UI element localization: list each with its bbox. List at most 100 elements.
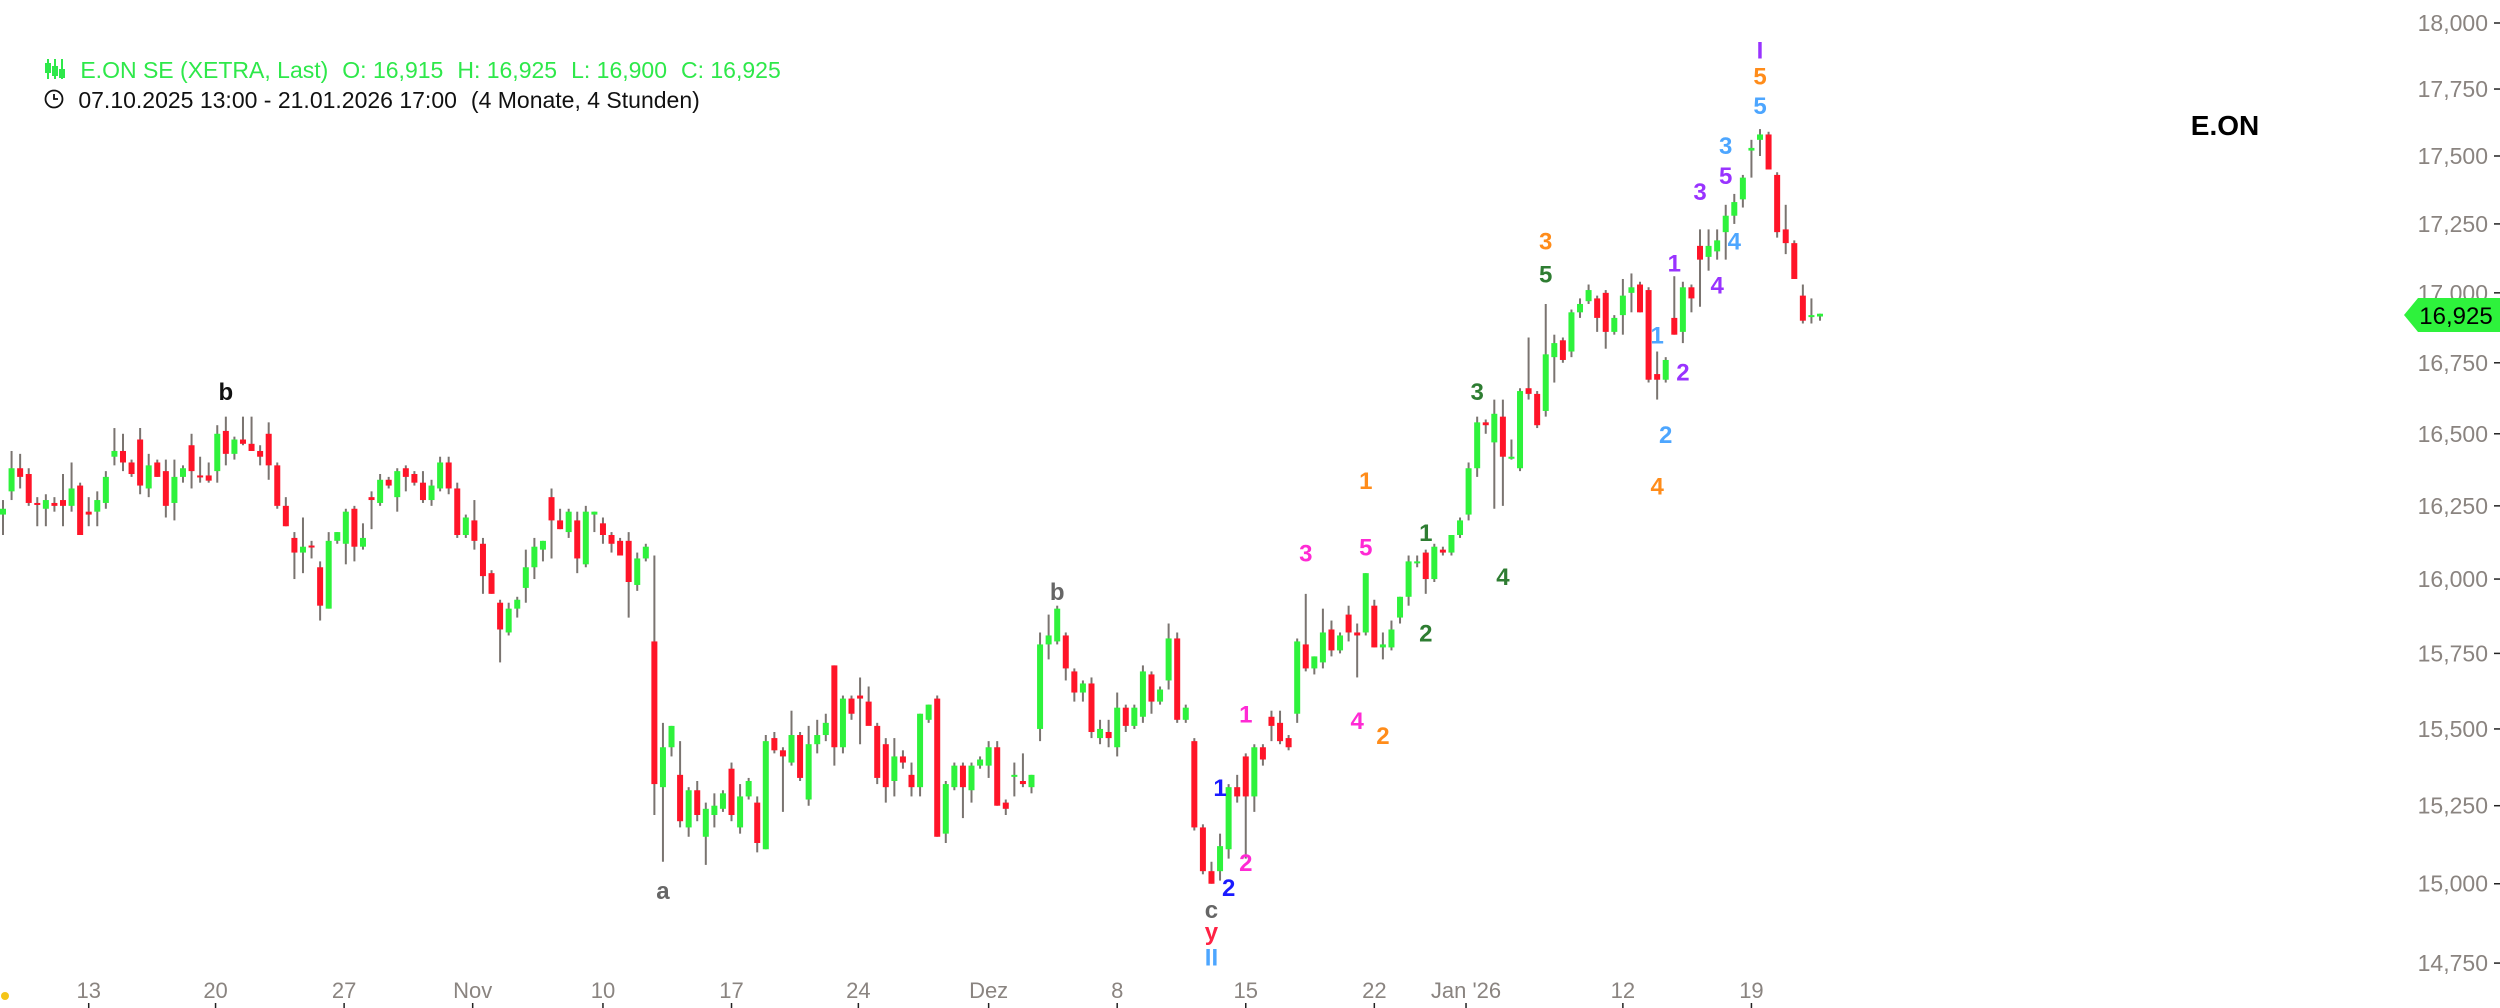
- wave-label: 1: [1213, 775, 1226, 802]
- wave-label: I: [1757, 37, 1764, 64]
- candle: [745, 777, 752, 800]
- candle-body: [1559, 340, 1566, 360]
- candle-body: [968, 765, 975, 791]
- candle: [1354, 623, 1361, 678]
- candle: [274, 462, 281, 509]
- ohlc-close: C: 16,925: [681, 57, 781, 84]
- candle: [1251, 744, 1258, 812]
- candle-body: [454, 488, 461, 536]
- candle: [454, 482, 461, 538]
- wave-label: 3: [1719, 133, 1732, 160]
- price-axis[interactable]: 18,00017,75017,50017,25017,00016,75016,5…: [2418, 10, 2500, 976]
- candle: [248, 416, 255, 451]
- x-tick-label: 22: [1362, 978, 1386, 1003]
- candle: [385, 476, 392, 489]
- wave-label: 2: [1376, 723, 1389, 750]
- chart-title: E.ON: [2191, 110, 2259, 141]
- candle-body: [942, 784, 949, 834]
- candle: [891, 738, 898, 797]
- candle-body: [591, 511, 598, 515]
- candle-body: [1602, 292, 1609, 332]
- candle-body: [411, 474, 418, 483]
- y-tick-label: 16,000: [2418, 566, 2488, 592]
- candle: [1311, 656, 1318, 675]
- candle-body: [274, 465, 281, 506]
- candle-body: [1319, 632, 1326, 663]
- date-range: 07.10.2025 13:00 - 21.01.2026 17:00: [78, 86, 457, 113]
- candle: [1071, 668, 1078, 702]
- candle-body: [822, 722, 829, 736]
- candle-body: [488, 573, 495, 594]
- candle-body: [248, 443, 255, 451]
- candle-body: [1191, 741, 1198, 828]
- candle: [865, 686, 872, 726]
- candle: [1319, 608, 1326, 669]
- candle-body: [1748, 147, 1755, 151]
- candle: [1037, 632, 1044, 742]
- candlestick-settings-icon[interactable]: [19, 31, 67, 113]
- candle-body: [977, 759, 984, 766]
- candle: [917, 713, 924, 797]
- candle-body: [762, 741, 769, 850]
- candle-body: [1799, 295, 1806, 321]
- candle: [1259, 744, 1266, 766]
- candle-body: [1551, 343, 1558, 358]
- y-tick-label: 14,750: [2418, 950, 2488, 976]
- x-tick-label: Dez: [969, 978, 1008, 1003]
- candle: [1679, 281, 1686, 344]
- candle-body: [685, 790, 692, 828]
- instrument-header: E.ON SE (XETRA, Last) O: 16,915 H: 16,925 L…: [6, 4, 795, 113]
- candle-body: [531, 546, 538, 568]
- wave-label: 2: [1419, 620, 1432, 647]
- candle: [1062, 632, 1069, 681]
- candle-body: [1251, 747, 1258, 797]
- candle-body: [1122, 707, 1129, 726]
- candle: [239, 416, 246, 446]
- candle: [599, 517, 606, 544]
- candle-body: [1379, 644, 1386, 648]
- candle-body: [702, 808, 709, 837]
- candle-body: [1439, 549, 1446, 553]
- candle-body: [1002, 802, 1009, 809]
- candle-body: [1499, 416, 1506, 457]
- candle-body: [634, 558, 641, 585]
- x-tick-label: 20: [203, 978, 227, 1003]
- candle-body: [1397, 596, 1404, 618]
- candle: [51, 497, 58, 512]
- candle-body: [197, 475, 204, 478]
- candle-body: [282, 505, 289, 527]
- candle: [668, 725, 675, 757]
- candle: [1045, 614, 1052, 660]
- candle: [1097, 719, 1104, 745]
- candle-body: [754, 802, 761, 844]
- candle-body: [874, 725, 881, 778]
- candle: [788, 710, 795, 766]
- candle: [1122, 704, 1129, 732]
- candle-body: [308, 545, 315, 548]
- candle: [1302, 593, 1309, 672]
- candle: [1482, 419, 1489, 434]
- candle: [754, 796, 761, 853]
- ohlc-open: O: 16,915: [342, 57, 444, 84]
- candle-body: [865, 701, 872, 726]
- candle-body: [814, 735, 821, 745]
- candles-layer: [0, 129, 1823, 884]
- candle-body: [1174, 638, 1181, 720]
- time-axis[interactable]: 13 20 27 Nov 10 17 24 Dez 8 15 22 Jan '26 12 19: [76, 978, 1764, 1008]
- candle: [779, 747, 786, 812]
- candle-body: [1011, 774, 1018, 777]
- clock-icon[interactable]: [19, 61, 65, 142]
- candle-body: [265, 433, 272, 466]
- wave-label: 1: [1359, 468, 1372, 495]
- candle-body: [1045, 635, 1052, 645]
- candle-body: [1697, 245, 1704, 260]
- candle-body: [1619, 295, 1626, 316]
- candle-body: [334, 532, 341, 541]
- candle-body: [625, 540, 632, 583]
- candle: [514, 596, 521, 618]
- candle: [1705, 229, 1712, 271]
- candle: [94, 491, 101, 527]
- candle: [608, 532, 615, 553]
- candle-body: [145, 465, 152, 489]
- candle-body: [8, 468, 15, 492]
